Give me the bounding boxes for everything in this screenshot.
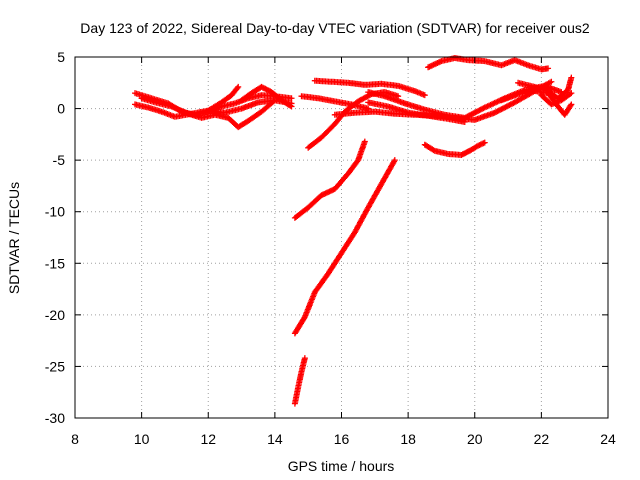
data-point: [322, 190, 329, 197]
chart-title: Day 123 of 2022, Sidereal Day-to-day VTE…: [80, 20, 590, 36]
data-point: [301, 315, 308, 322]
data-point: [287, 102, 294, 109]
data-point: [567, 91, 574, 97]
series-track-11: [365, 99, 468, 125]
series-track-16: [421, 139, 488, 158]
data-point: [481, 139, 488, 146]
data-point: [429, 62, 436, 69]
series-track-14: [498, 88, 575, 118]
data-point: [235, 83, 242, 90]
plot-frame: [74, 56, 609, 419]
data-point: [234, 85, 241, 92]
series-track-4: [205, 83, 242, 114]
data-point: [288, 95, 295, 102]
y-tick-label: -30: [45, 410, 65, 426]
x-axis-label: GPS time / hours: [288, 458, 395, 474]
data-point: [270, 98, 277, 105]
data-point: [568, 74, 575, 81]
y-tick-label: 0: [57, 101, 65, 117]
series-track-17: [291, 138, 368, 221]
data-point: [548, 78, 555, 85]
axis-ticks: 8 10 12 14 16 18 20 22 24 -30 -25 -20 -15 -10 -5 0 5: [45, 49, 616, 447]
data-point: [430, 147, 437, 154]
data-points: [132, 55, 575, 407]
x-tick-label: 8: [71, 431, 79, 447]
x-tick-label: 24: [600, 431, 616, 447]
series-track-19: [291, 355, 308, 407]
x-tick-label: 18: [400, 431, 416, 447]
data-point: [391, 157, 398, 164]
data-point: [361, 138, 368, 145]
data-point: [506, 102, 513, 109]
x-tick-label: 10: [134, 431, 150, 447]
series-track-6: [311, 77, 428, 99]
y-tick-label: -20: [45, 307, 65, 323]
x-tick-label: 16: [334, 431, 350, 447]
data-point: [567, 102, 574, 109]
data-point: [545, 65, 552, 72]
series-track-15: [538, 90, 575, 108]
data-point: [568, 90, 575, 97]
y-axis-label: SDTVAR / TECUs: [6, 182, 22, 294]
y-tick-label: -25: [45, 358, 65, 374]
y-tick-label: 5: [57, 49, 65, 65]
x-tick-label: 14: [267, 431, 283, 447]
data-point: [288, 103, 295, 110]
data-point: [421, 92, 428, 99]
data-point: [461, 118, 468, 125]
y-tick-label: -15: [45, 255, 65, 271]
series-track-18: [291, 157, 398, 337]
y-tick-label: -10: [45, 204, 65, 220]
y-tick-label: -5: [53, 152, 66, 168]
series-track-12: [425, 55, 552, 73]
x-tick-label: 20: [467, 431, 483, 447]
data-point: [568, 101, 575, 108]
data-point: [301, 355, 308, 362]
series-track-3: [138, 95, 278, 131]
x-tick-label: 12: [200, 431, 216, 447]
series-track-5: [238, 83, 295, 110]
x-tick-label: 22: [534, 431, 550, 447]
data-point: [480, 105, 487, 112]
data-point: [271, 97, 278, 104]
grid: [75, 57, 608, 418]
